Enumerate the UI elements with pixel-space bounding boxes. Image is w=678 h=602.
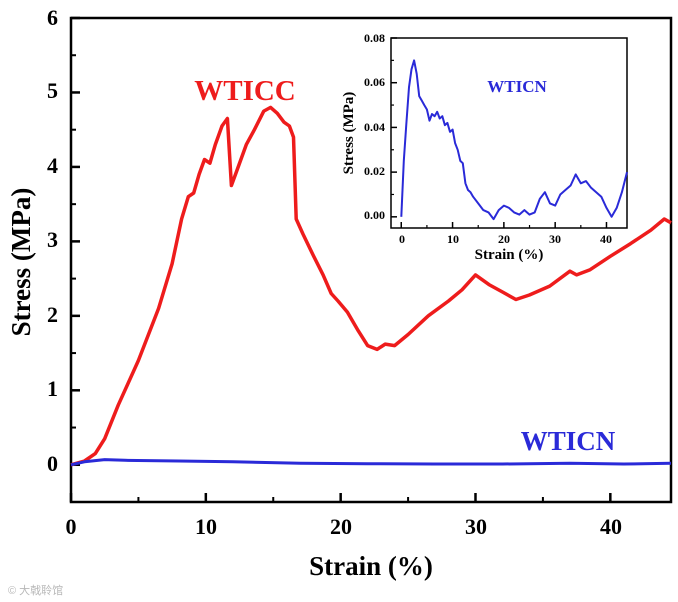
- inset-y-axis-title: Stress (MPa): [341, 92, 357, 175]
- main-xtick-label: 0: [66, 514, 77, 539]
- inset-axis-ticks: [391, 37, 608, 228]
- watermark-text: © 大戟聆馆: [8, 583, 63, 597]
- inset-xtick-label: 40: [600, 232, 612, 246]
- inset-plot-frame: [390, 37, 628, 229]
- inset-ytick-label: 0.00: [364, 208, 385, 222]
- inset-xtick-label: 10: [447, 232, 459, 246]
- main-ytick-label: 2: [47, 302, 58, 327]
- main-plot-frame: [69, 16, 673, 504]
- inset-ytick-label: 0.08: [364, 31, 385, 45]
- main-axis-ticks: [69, 16, 612, 503]
- main-ytick-label: 3: [47, 227, 58, 252]
- series-line-wticn: [70, 458, 672, 467]
- annotation-wticn: WTICN: [521, 426, 616, 456]
- main-ytick-label: 5: [47, 78, 58, 103]
- inset-xtick-label: 30: [549, 232, 561, 246]
- main-x-axis-title: Strain (%): [309, 551, 433, 581]
- main-y-axis-title: Stress (MPa): [6, 188, 36, 337]
- main-ytick-label: 0: [47, 451, 58, 476]
- main-xtick-label: 20: [330, 514, 352, 539]
- inset-ytick-label: 0.04: [364, 120, 385, 134]
- inset-ytick-label: 0.06: [364, 75, 385, 89]
- main-ytick-label: 4: [47, 153, 58, 178]
- main-xtick-label: 40: [600, 514, 622, 539]
- inset-xtick-label: 0: [399, 232, 405, 246]
- annotation-wticc: WTICC: [194, 75, 296, 107]
- main-xtick-label: 10: [195, 514, 217, 539]
- inset-x-axis-title: Strain (%): [475, 247, 544, 263]
- series-line-wticc: [70, 105, 672, 467]
- inset-series-line-wticn: [400, 59, 628, 221]
- main-ytick-label: 1: [47, 376, 58, 401]
- inset-plot-background: [391, 38, 627, 228]
- inset-ytick-label: 0.02: [364, 164, 385, 178]
- inset-xtick-label: 20: [498, 232, 510, 246]
- main-xtick-label: 30: [465, 514, 487, 539]
- main-ytick-label: 6: [47, 5, 58, 30]
- inset-title: WTICN: [487, 77, 547, 96]
